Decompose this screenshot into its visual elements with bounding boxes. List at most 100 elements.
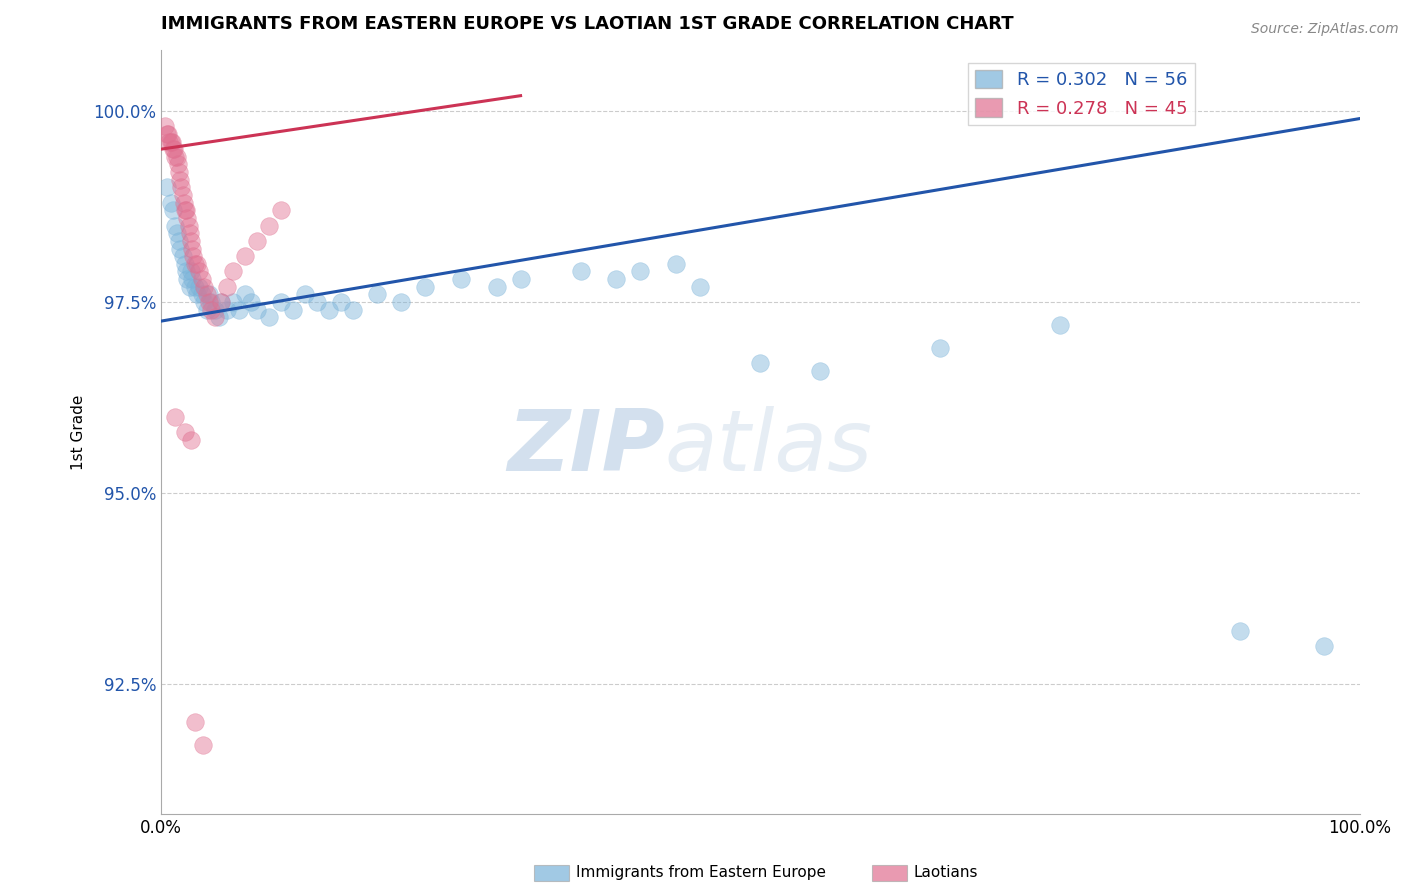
Point [294, 287, 316, 301]
Point [183, 249, 205, 263]
Point [159, 135, 181, 149]
Point [689, 279, 711, 293]
Point [167, 234, 190, 248]
Text: IMMIGRANTS FROM EASTERN EUROPE VS LAOTIAN 1ST GRADE CORRELATION CHART: IMMIGRANTS FROM EASTERN EUROPE VS LAOTIA… [162, 15, 1014, 33]
Point [305, 295, 328, 310]
Point [329, 295, 352, 310]
Point [183, 257, 205, 271]
Y-axis label: 1st Grade: 1st Grade [72, 394, 86, 469]
Point [215, 302, 238, 317]
Point [188, 264, 211, 278]
Point [246, 234, 269, 248]
Point [172, 188, 194, 202]
Point [228, 302, 250, 317]
Point [166, 157, 188, 171]
Point [159, 135, 181, 149]
Point [180, 234, 202, 248]
Point [180, 433, 202, 447]
Point [209, 295, 232, 310]
Point [172, 249, 194, 263]
Point [200, 302, 222, 317]
Point [257, 219, 280, 233]
Point [186, 287, 208, 301]
Point [366, 287, 388, 301]
Point [204, 310, 226, 325]
Point [162, 142, 184, 156]
Point [195, 287, 218, 301]
Point [160, 135, 183, 149]
Point [181, 272, 204, 286]
Point [222, 295, 245, 310]
Point [174, 203, 197, 218]
Text: ZIP: ZIP [506, 406, 665, 489]
Point [195, 302, 218, 317]
Point [318, 302, 340, 317]
Point [191, 738, 214, 752]
Point [808, 364, 831, 378]
Point [207, 310, 229, 325]
Point [188, 279, 211, 293]
Point [342, 302, 364, 317]
Point [179, 226, 201, 240]
Point [191, 272, 214, 286]
Point [165, 219, 187, 233]
Point [156, 180, 179, 194]
Text: atlas: atlas [665, 406, 872, 489]
Point [167, 165, 190, 179]
Point [179, 279, 201, 293]
Point [174, 203, 197, 218]
Point [233, 287, 256, 301]
Point [163, 142, 186, 156]
Point [181, 242, 204, 256]
Point [450, 272, 472, 286]
Point [233, 249, 256, 263]
Point [569, 264, 592, 278]
Point [200, 295, 222, 310]
Point [177, 219, 200, 233]
Point [169, 242, 191, 256]
Text: Laotians: Laotians [914, 865, 979, 880]
Point [215, 279, 238, 293]
Point [204, 302, 226, 317]
Point [162, 203, 184, 218]
Legend: R = 0.302   N = 56, R = 0.278   N = 45: R = 0.302 N = 56, R = 0.278 N = 45 [969, 62, 1195, 125]
Point [257, 310, 280, 325]
Point [186, 257, 208, 271]
Point [191, 287, 214, 301]
Point [157, 127, 180, 141]
Point [270, 203, 292, 218]
Point [485, 279, 508, 293]
Point [198, 287, 221, 301]
Point [174, 264, 197, 278]
Text: Immigrants from Eastern Europe: Immigrants from Eastern Europe [576, 865, 827, 880]
Point [239, 295, 262, 310]
Point [413, 279, 436, 293]
Point [222, 264, 245, 278]
Point [176, 211, 198, 225]
Point [173, 195, 195, 210]
Point [165, 150, 187, 164]
Point [1049, 318, 1071, 332]
Point [183, 715, 205, 730]
Point [170, 180, 193, 194]
Point [389, 295, 412, 310]
Point [246, 302, 269, 317]
Point [270, 295, 292, 310]
Point [193, 295, 215, 310]
Point [165, 409, 187, 424]
Point [193, 279, 215, 293]
Point [169, 173, 191, 187]
Point [174, 425, 197, 439]
Point [180, 264, 202, 278]
Point [166, 150, 188, 164]
Point [166, 226, 188, 240]
Point [1312, 639, 1334, 653]
Point [176, 272, 198, 286]
Point [209, 295, 232, 310]
Point [174, 257, 197, 271]
Point [605, 272, 627, 286]
Point [749, 356, 772, 370]
Text: Source: ZipAtlas.com: Source: ZipAtlas.com [1251, 22, 1399, 37]
Point [198, 295, 221, 310]
Point [929, 341, 952, 355]
